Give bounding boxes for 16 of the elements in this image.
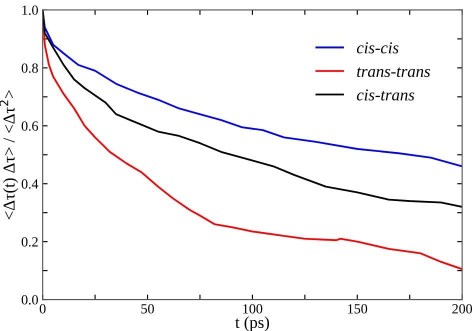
y-tick-label: 0.2: [22, 237, 38, 247]
y-tick-label: 0.8: [22, 63, 38, 73]
legend-label: cis-trans: [356, 89, 414, 101]
y-tick-label: 0.0: [22, 295, 38, 305]
y-tick-label: 1.0: [22, 6, 38, 15]
y-tick-label: 0.6: [22, 121, 38, 131]
legend-label: trans-trans: [357, 67, 430, 77]
x-tick-label: 200: [452, 304, 472, 314]
y-axis-title: <Δτ(t) Δτ> / <Δτ$^{2}$>: [0, 90, 18, 220]
x-tick-label: 0: [40, 304, 46, 314]
x-tick-label: 150: [348, 304, 368, 314]
x-tick-label: 50: [141, 304, 154, 314]
y-tick-label: 0.4: [22, 179, 38, 189]
legend-label: cis-cis: [356, 42, 398, 54]
x-tick-label: 100: [243, 304, 262, 314]
x-axis-title: t (ps): [235, 316, 270, 331]
